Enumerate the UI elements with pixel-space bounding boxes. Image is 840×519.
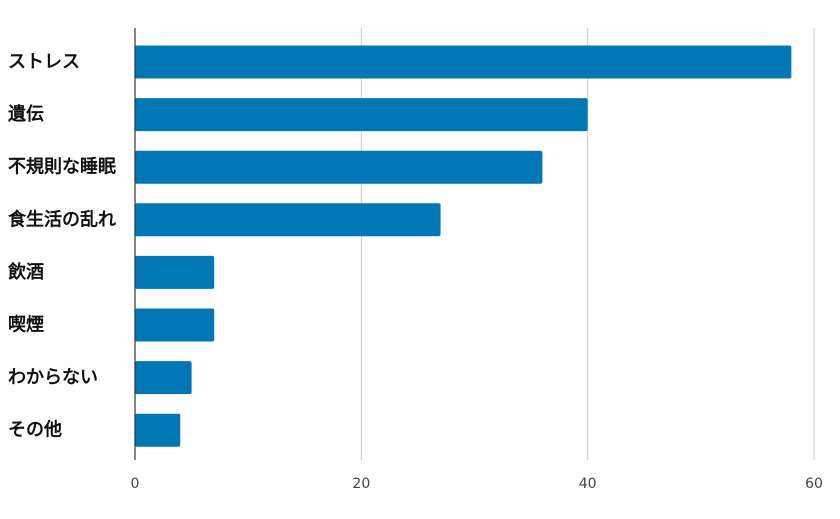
bar-4 bbox=[135, 255, 215, 289]
x-tick-labels: 0 20 40 60 bbox=[131, 476, 823, 492]
category-label-7: その他 bbox=[8, 419, 62, 441]
bar-7 bbox=[135, 413, 181, 447]
bar-6 bbox=[135, 361, 192, 395]
x-tick-label-20: 20 bbox=[352, 476, 370, 492]
bar-3 bbox=[135, 203, 441, 237]
bar-2 bbox=[135, 150, 543, 184]
category-label-4: 飲酒 bbox=[7, 261, 44, 283]
x-tick-label-60: 60 bbox=[805, 476, 823, 492]
bars bbox=[135, 45, 792, 447]
bar-1 bbox=[135, 98, 588, 132]
category-label-3: 食生活の乱れ bbox=[7, 208, 116, 230]
bar-5 bbox=[135, 308, 215, 342]
category-label-6: わからない bbox=[8, 367, 98, 388]
category-label-5: 喫煙 bbox=[8, 314, 44, 336]
category-label-2: 不規則な睡眠 bbox=[8, 157, 116, 178]
bar-0 bbox=[135, 45, 792, 79]
gridlines bbox=[360, 28, 815, 460]
category-label-1: 遺伝 bbox=[8, 103, 44, 125]
x-tick-label-0: 0 bbox=[131, 476, 140, 492]
x-tick-label-40: 40 bbox=[579, 476, 597, 492]
category-label-0: ストレス bbox=[8, 52, 80, 73]
